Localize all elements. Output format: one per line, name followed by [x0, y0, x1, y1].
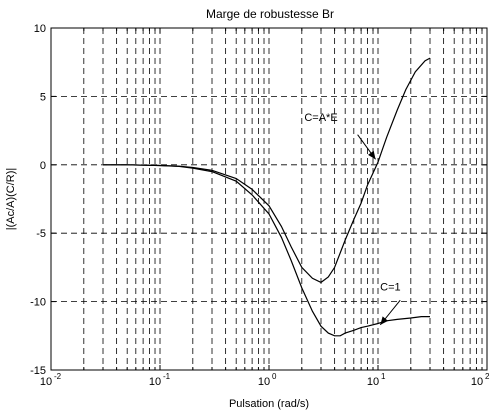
- grid: [51, 28, 487, 370]
- x-tick-label: 10: [258, 376, 270, 388]
- x-tick-exponent: 1: [381, 372, 386, 381]
- y-tick-label: 10: [34, 23, 46, 35]
- x-tick-exponent: 0: [272, 372, 277, 381]
- series-line: [103, 57, 431, 284]
- curves: [103, 57, 431, 337]
- annotations: C=A*E C=1: [304, 112, 401, 326]
- y-tick-label: 5: [40, 91, 46, 103]
- annotation-label: C=A*E: [304, 112, 337, 124]
- y-tick-label: -10: [30, 297, 46, 309]
- y-axis-label: |(Ac/A)(C/R)|: [5, 168, 17, 231]
- x-tick-label: 10: [367, 376, 379, 388]
- x-axis-label: Pulsation (rad/s): [229, 398, 309, 410]
- y-tick-label: 0: [40, 160, 46, 172]
- series-line: [103, 164, 430, 337]
- x-tick-label: 10: [149, 376, 161, 388]
- annotation-arrowhead: [380, 316, 389, 325]
- x-tick-exponent: 2: [485, 372, 490, 381]
- x-tick-label: 10: [40, 376, 52, 388]
- chart-title: Marge de robustesse Br: [206, 7, 334, 21]
- x-tick-exponent: -1: [163, 372, 171, 381]
- annotation-label: C=1: [380, 282, 401, 294]
- x-tick-exponent: -2: [54, 372, 62, 381]
- x-tick-label: 10: [471, 376, 483, 388]
- y-tick-label: -5: [36, 228, 46, 240]
- annotation-arrowhead: [368, 150, 376, 160]
- y-tick-label: -15: [30, 365, 46, 377]
